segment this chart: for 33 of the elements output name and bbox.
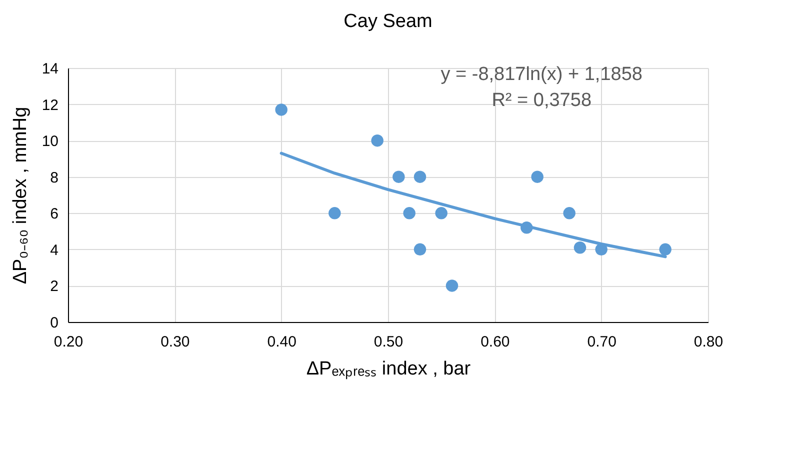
y-tick-label: 10: [42, 133, 58, 150]
x-tick-label: 0.30: [160, 334, 190, 350]
point: [414, 170, 426, 183]
point: [328, 207, 341, 220]
x-tick-label: 0.80: [694, 334, 724, 350]
x-tick-label: 0.20: [54, 334, 84, 350]
x-tick-label: 0.60: [480, 334, 510, 350]
point: [446, 280, 458, 292]
point: [403, 207, 416, 220]
y-tick-label: 8: [50, 169, 58, 186]
x-tick-label: 0.70: [587, 334, 616, 350]
x-axis-title: ΔPₑₓₚᵣₑₛₛ index , bar: [306, 358, 472, 380]
y-tick-label: 14: [42, 60, 58, 78]
point: [435, 207, 448, 220]
point: [531, 170, 544, 183]
y-tick-label: 0: [50, 314, 58, 332]
y-tick-label: 12: [42, 96, 58, 114]
y-tick-label: 4: [50, 242, 58, 259]
point: [574, 242, 586, 254]
point: [371, 134, 384, 147]
y-tick-label: 6: [50, 206, 58, 223]
point: [659, 243, 672, 256]
point: [414, 243, 426, 256]
y-tick-label: 2: [50, 278, 58, 296]
point: [275, 104, 288, 116]
x-tick-label: 0.50: [374, 334, 404, 350]
y-axis-title: ΔP₀₋₆₀ index , mmHg: [10, 106, 31, 284]
point: [563, 207, 576, 220]
chart-title: Cay Seam: [344, 11, 432, 32]
annotation: y = -8,817ln(x) + 1,1858: [440, 64, 642, 85]
point: [392, 170, 405, 183]
x-tick-label: 0.40: [267, 334, 296, 350]
annotation: R² = 0,3758: [492, 90, 592, 111]
